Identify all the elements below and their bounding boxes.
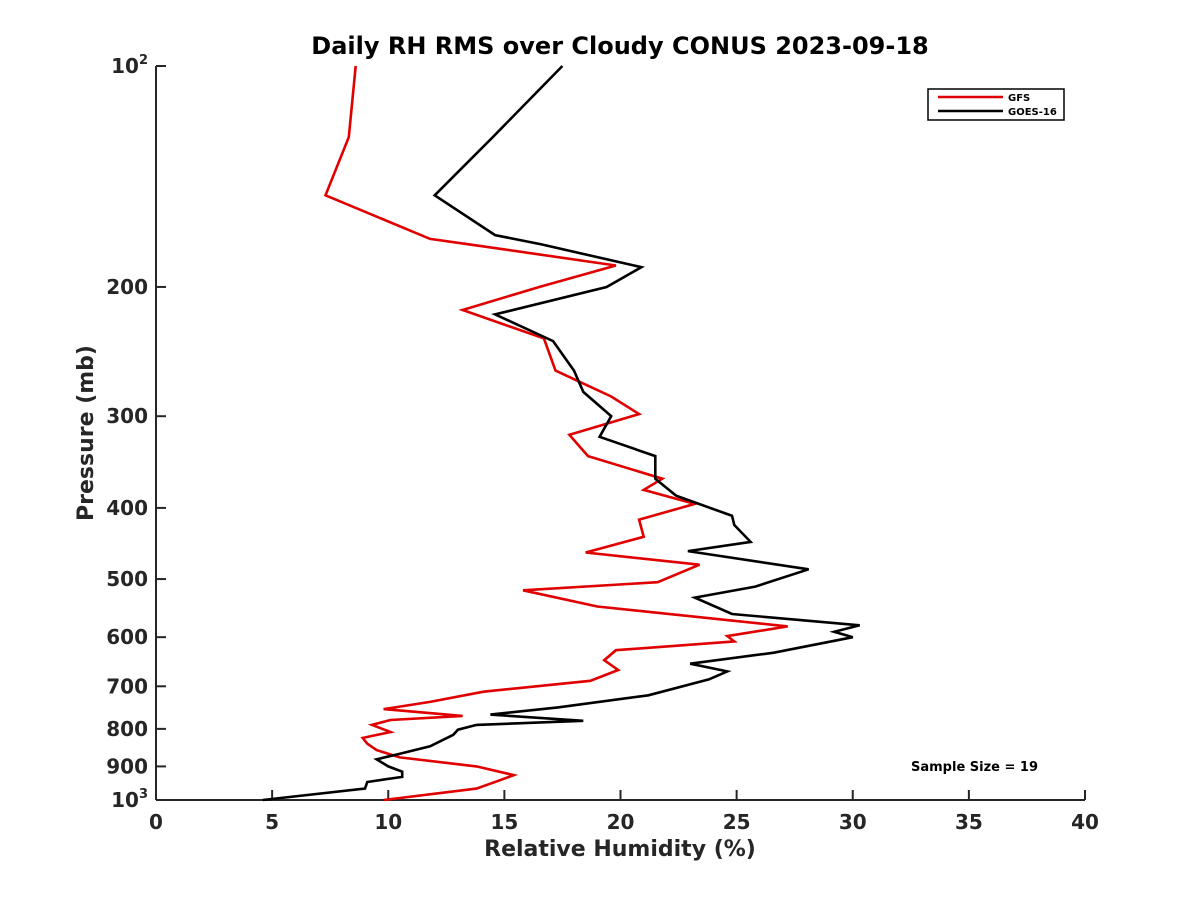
x-tick-label: 35 [955,810,983,834]
series-group [262,65,861,802]
legend-box [927,88,1065,121]
legend-label-goes16: GOES-16 [1008,107,1057,118]
x-tick-label: 5 [265,810,279,834]
x-tick-label: 10 [374,810,402,834]
series-line-gfs [323,65,788,802]
x-tick-label: 30 [839,810,867,834]
y-tick-label: 103 [111,787,148,812]
y-tick-label: 600 [106,625,148,649]
y-tick-label: 400 [106,496,148,520]
y-ticks-group: 102 200 300 400 500 600 700 800 900 103 [106,53,166,812]
y-tick-label: 800 [106,717,148,741]
chart-title: Daily RH RMS over Cloudy CONUS 2023-09-1… [311,32,928,60]
y-tick-label: 102 [111,53,148,78]
x-tick-label: 20 [607,810,635,834]
x-axis-label: Relative Humidity (%) [484,837,756,862]
legend-label-gfs: GFS [1008,93,1030,104]
x-tick-label: 40 [1071,810,1099,834]
legend: GFS GOES-16 [927,88,1065,121]
x-ticks-group: 0 5 10 15 20 25 30 35 40 [149,790,1099,834]
sample-size-annotation: Sample Size = 19 [911,760,1038,775]
y-tick-label: 700 [106,674,148,698]
y-tick-label: 500 [106,567,148,591]
x-tick-label: 15 [490,810,518,834]
y-axis-label: Pressure (mb) [74,345,99,521]
y-tick-label: 900 [106,754,148,778]
x-tick-label: 0 [149,810,163,834]
x-tick-label: 25 [723,810,751,834]
series-line-goes-16 [262,65,861,802]
y-tick-label: 200 [106,275,148,299]
y-tick-label: 300 [106,404,148,428]
